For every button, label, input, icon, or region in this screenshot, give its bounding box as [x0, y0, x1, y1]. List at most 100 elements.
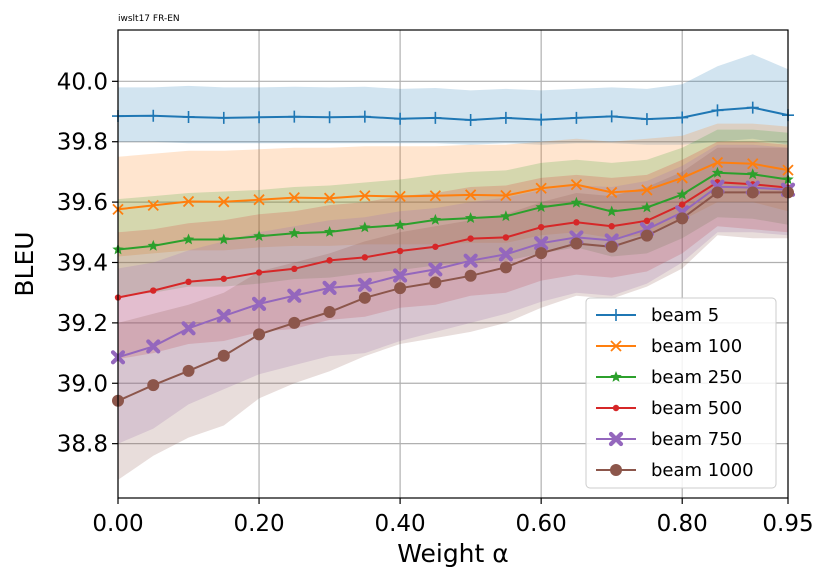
beam-1000-point: [535, 247, 548, 260]
y-tick-label: 39.0: [57, 371, 108, 397]
beam-750-point: [251, 296, 267, 311]
beam-1000-points: [112, 186, 794, 407]
beam-5-point: [182, 110, 195, 123]
beam-5-point: [147, 109, 160, 122]
beam-1000-point: [640, 229, 653, 242]
legend-marker: [610, 340, 622, 352]
beam-250-point: [147, 239, 159, 251]
beam-250-band: [118, 129, 788, 296]
beam-100-point: [676, 172, 688, 184]
x-tick-label: 0.80: [657, 511, 708, 537]
beam-100-point: [464, 189, 477, 201]
beam-100-points: [112, 156, 794, 215]
beam-5-point: [746, 101, 759, 114]
series-markers: [110, 101, 796, 407]
beam-5-point: [253, 111, 266, 124]
x-axis-ticks: 0.00 0.20 0.40 0.60 0.80 0.95: [92, 498, 814, 537]
beam-250-point: [394, 219, 406, 230]
beam-100-point: [147, 199, 159, 212]
legend-marker: [608, 431, 624, 447]
beam-5-point: [429, 111, 442, 124]
x-tick-label: 0.00: [92, 511, 143, 537]
beam-100-point: [359, 190, 371, 202]
chart-title: iwslt17 FR-EN: [118, 14, 180, 24]
beam-750-point: [181, 321, 196, 336]
beam-1000-band: [118, 147, 788, 480]
beam-5-point: [535, 113, 548, 126]
y-tick-label: 40.0: [57, 69, 108, 95]
y-tick-label: 39.4: [57, 250, 108, 276]
beam-250-point: [570, 196, 583, 208]
beam-100-point: [182, 195, 195, 208]
beam-5-point: [358, 110, 371, 123]
beam-100-point: [500, 189, 512, 202]
beam-750-line: [117, 185, 789, 359]
plot-frame: [117, 29, 789, 499]
beam-1000-point: [676, 212, 689, 225]
beam-5-point: [464, 113, 477, 126]
beam-500-point: [537, 223, 545, 231]
x-axis-label: Weight α: [397, 539, 509, 568]
beam-5-point: [605, 110, 618, 123]
beam-500-point: [291, 265, 298, 273]
beam-500-point: [608, 223, 615, 230]
beam-250-point: [606, 205, 618, 217]
grid-lines: [117, 30, 789, 498]
beam-5-point: [394, 112, 407, 125]
beam-500-point: [573, 219, 580, 226]
y-axis-label: BLEU: [10, 231, 39, 296]
beam-250-point: [323, 226, 336, 237]
beam-100-point: [747, 158, 759, 170]
beam-750-point: [498, 247, 513, 262]
beam-250-point: [253, 230, 265, 242]
beam-750-point: [216, 308, 231, 324]
legend-marker: [612, 404, 620, 412]
beam-500-point: [643, 217, 651, 225]
beam-250-point: [641, 201, 653, 213]
beam-100-point: [323, 192, 336, 204]
beam-500-band: [118, 141, 788, 360]
legend-label: beam 5: [651, 305, 719, 326]
beam-5-point: [570, 111, 583, 124]
legend: beam 5 beam 100 beam 250 beam 500 beam 750 be…: [585, 297, 777, 489]
beam-1000-point: [605, 240, 618, 253]
legend-entry-beam-750: beam 750: [596, 429, 742, 450]
beam-1000-point: [499, 261, 512, 274]
y-tick-label: 39.2: [57, 311, 108, 337]
beam-5-point: [640, 113, 653, 126]
beam-750-point: [322, 280, 337, 295]
beam-100-point: [570, 178, 583, 191]
beam-1000-point: [217, 349, 230, 362]
beam-250-point: [218, 233, 230, 245]
beam-750-point: [393, 268, 408, 283]
legend-label: beam 1000: [651, 460, 754, 481]
beam-100-point: [606, 186, 618, 199]
beam-750-point: [463, 253, 478, 268]
beam-1000-point: [464, 269, 477, 282]
beam-1000-point: [253, 328, 266, 341]
legend-marker: [610, 464, 622, 476]
beam-500-point: [255, 269, 263, 276]
beam-5-point: [217, 111, 230, 124]
beam-1000-point: [429, 276, 442, 289]
beam-250-point: [429, 213, 442, 225]
beam-500-point: [502, 234, 510, 241]
beam-500-points: [114, 178, 792, 301]
beam-1000-point: [358, 291, 371, 304]
beam-5-point: [499, 111, 512, 124]
legend-marker: [610, 371, 622, 382]
y-tick-label: 39.6: [57, 190, 108, 216]
confidence-bands: [118, 54, 788, 480]
beam-100-point: [218, 196, 230, 208]
beam-5-point: [676, 111, 689, 124]
beam-250-line: [117, 171, 789, 251]
beam-1000-point: [288, 316, 301, 329]
beam-100-point: [429, 190, 442, 202]
beam-100-point: [535, 182, 547, 194]
beam-100-point: [394, 190, 406, 203]
beam-1000-point: [570, 237, 583, 250]
legend-entry-beam-5: beam 5: [596, 305, 719, 326]
beam-500-point: [467, 235, 474, 242]
legend-label: beam 500: [651, 398, 742, 419]
y-tick-label: 39.8: [57, 130, 108, 156]
